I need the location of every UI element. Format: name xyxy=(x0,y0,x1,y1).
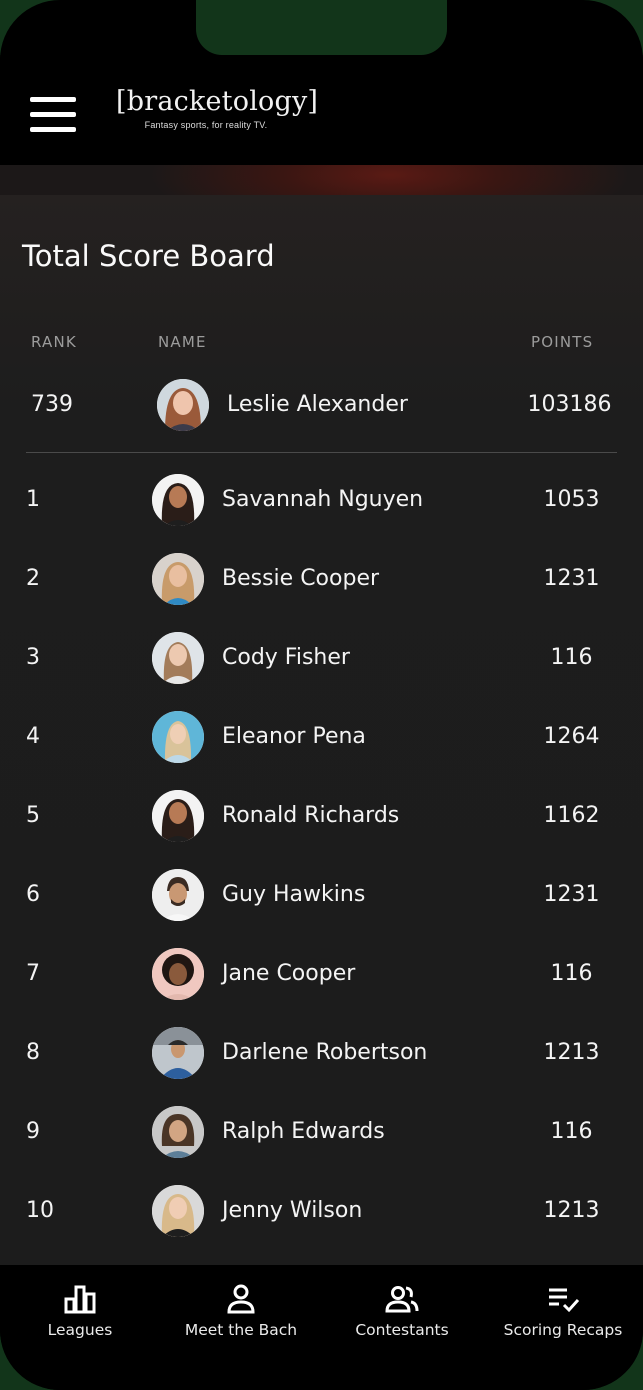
points-cell: 1264 xyxy=(543,724,600,749)
name-cell: Jenny Wilson xyxy=(222,1198,363,1223)
avatar xyxy=(152,948,204,1000)
nav-label: Meet the Bach xyxy=(184,1321,298,1339)
hero-banner-image xyxy=(0,165,643,200)
avatar xyxy=(152,790,204,842)
current-user-rank: 739 xyxy=(31,392,73,417)
name-cell: Jane Cooper xyxy=(222,961,356,986)
rank-cell: 10 xyxy=(26,1198,54,1223)
logo-text: [bracketology] xyxy=(116,86,319,117)
avatar xyxy=(152,632,204,684)
name-cell: Ronald Richards xyxy=(222,803,400,828)
nav-item-meet-the-bach[interactable]: Meet the Bach xyxy=(161,1281,321,1345)
nav-label: Leagues xyxy=(47,1321,113,1339)
name-cell: Guy Hawkins xyxy=(222,882,366,907)
current-user-name: Leslie Alexander xyxy=(227,392,408,417)
avatar xyxy=(152,869,204,921)
avatar xyxy=(152,1106,204,1158)
table-row[interactable]: 9 Ralph Edwards 116 xyxy=(0,1102,643,1162)
column-header-name: NAME xyxy=(158,333,207,351)
nav-item-contestants[interactable]: Contestants xyxy=(322,1281,482,1345)
avatar xyxy=(152,474,204,526)
table-row[interactable]: 3 Cody Fisher 116 xyxy=(0,628,643,688)
points-cell: 1162 xyxy=(543,803,600,828)
checklist-icon xyxy=(549,1288,580,1313)
name-cell: Ralph Edwards xyxy=(222,1119,385,1144)
column-header-points: POINTS xyxy=(531,333,594,351)
name-cell: Cody Fisher xyxy=(222,645,350,670)
table-row[interactable]: 8 Darlene Robertson 1213 xyxy=(0,1023,643,1083)
rank-cell: 2 xyxy=(26,566,40,591)
name-cell: Savannah Nguyen xyxy=(222,487,424,512)
points-cell: 1213 xyxy=(543,1198,600,1223)
rank-cell: 9 xyxy=(26,1119,40,1144)
points-cell: 1231 xyxy=(543,566,600,591)
table-row[interactable]: 5 Ronald Richards 1162 xyxy=(0,786,643,846)
current-user-points: 103186 xyxy=(527,392,612,417)
page-title: Total Score Board xyxy=(22,239,275,273)
points-cell: 116 xyxy=(550,645,593,670)
rank-cell: 7 xyxy=(26,961,40,986)
table-row[interactable]: 7 Jane Cooper 116 xyxy=(0,944,643,1004)
app-logo[interactable]: [bracketology] Fantasy sports, for reali… xyxy=(116,85,319,130)
avatar xyxy=(157,379,209,431)
rank-cell: 1 xyxy=(26,487,40,512)
table-row[interactable]: 4 Eleanor Pena 1264 xyxy=(0,707,643,767)
logo-tagline: Fantasy sports, for reality TV. xyxy=(144,120,268,130)
table-row[interactable]: 1 Savannah Nguyen 1053 xyxy=(0,470,643,530)
points-cell: 116 xyxy=(550,961,593,986)
device-notch xyxy=(196,0,447,55)
table-row[interactable]: 10 Jenny Wilson 1213 xyxy=(0,1181,643,1241)
avatar xyxy=(152,1027,204,1079)
current-user-row[interactable]: 739 Leslie Alexander 103186 xyxy=(0,375,643,435)
nav-item-leagues[interactable]: Leagues xyxy=(0,1281,160,1345)
avatar xyxy=(152,553,204,605)
points-cell: 1213 xyxy=(543,1040,600,1065)
rank-cell: 6 xyxy=(26,882,40,907)
rank-cell: 8 xyxy=(26,1040,40,1065)
name-cell: Bessie Cooper xyxy=(222,566,380,591)
nav-item-scoring-recaps[interactable]: Scoring Recaps xyxy=(483,1281,643,1345)
app-header: [bracketology] Fantasy sports, for reali… xyxy=(0,55,643,165)
bar-chart-icon xyxy=(64,1285,96,1314)
column-header-rank: RANK xyxy=(31,333,77,351)
name-cell: Eleanor Pena xyxy=(222,724,366,749)
table-row[interactable]: 6 Guy Hawkins 1231 xyxy=(0,865,643,925)
rank-cell: 5 xyxy=(26,803,40,828)
rank-cell: 3 xyxy=(26,645,40,670)
rank-cell: 4 xyxy=(26,724,40,749)
divider xyxy=(26,452,617,453)
name-cell: Darlene Robertson xyxy=(222,1040,428,1065)
points-cell: 1231 xyxy=(543,882,600,907)
points-cell: 116 xyxy=(550,1119,593,1144)
avatar xyxy=(152,711,204,763)
person-icon xyxy=(227,1284,255,1314)
hamburger-menu-icon[interactable] xyxy=(30,95,76,133)
avatar xyxy=(152,1185,204,1237)
nav-label: Contestants xyxy=(355,1321,449,1339)
points-cell: 1053 xyxy=(543,487,600,512)
bottom-nav: Leagues Meet the Bach Contestants Scorin… xyxy=(0,1265,643,1390)
people-icon xyxy=(385,1286,419,1313)
score-board: Total Score Board RANK NAME POINTS 739 L… xyxy=(0,195,643,1265)
nav-label: Scoring Recaps xyxy=(503,1321,623,1339)
table-row[interactable]: 2 Bessie Cooper 1231 xyxy=(0,549,643,609)
